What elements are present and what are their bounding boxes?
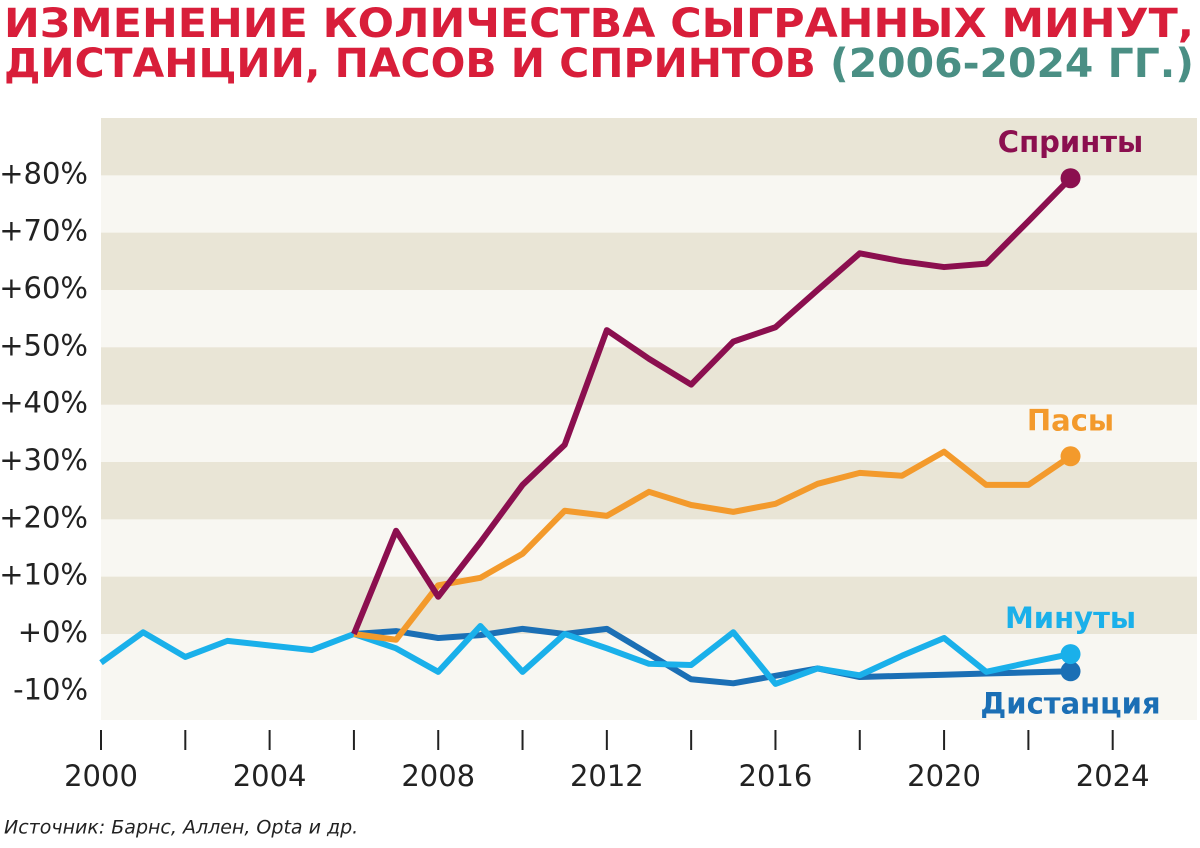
stripe: [101, 232, 1197, 290]
y-tick-label: +20%: [0, 500, 88, 534]
x-tick-label: 2012: [570, 759, 644, 793]
x-tick-label: 2000: [64, 759, 138, 793]
y-tick-label: +60%: [0, 271, 88, 305]
x-tick-label: 2020: [907, 759, 981, 793]
source-note: Источник: Барнс, Аллен, Opta и др.: [4, 817, 358, 839]
y-tick-label: +70%: [0, 214, 88, 248]
series-label: Пасы: [1027, 403, 1114, 437]
line-series: [99, 622, 1072, 687]
y-tick-label: +40%: [0, 386, 88, 420]
x-tick-label: 2024: [1076, 759, 1150, 793]
x-tick-label: 2016: [739, 759, 813, 793]
chart-title: ДИСТАНЦИИ, ПАСОВ И СПРИНТОВ: [4, 41, 816, 87]
series-label: Минуты: [1005, 601, 1136, 635]
stripe: [101, 118, 1197, 176]
chart-title: ИЗМЕНЕНИЕ КОЛИЧЕСТВА СЫГРАННЫХ МИНУТ,: [4, 1, 1194, 47]
stripe: [101, 576, 1197, 634]
line-series: [353, 448, 1073, 643]
y-tick-label: +0%: [18, 615, 88, 649]
x-tick-label: 2004: [233, 759, 307, 793]
y-tick-label: +10%: [0, 558, 88, 592]
y-tick-label: +30%: [0, 443, 88, 477]
end-point: [1060, 644, 1081, 665]
y-tick-label: +80%: [0, 156, 88, 190]
plot-area: [99, 118, 1197, 720]
chart-title-line: ДИСТАНЦИИ, ПАСОВ И СПРИНТОВ (2006-2024 Г…: [4, 41, 1194, 87]
series-label: Спринты: [998, 125, 1143, 159]
chart-subtitle: (2006-2024 ГГ.): [830, 41, 1194, 87]
series-label: Дистанция: [980, 686, 1160, 720]
end-point: [1060, 661, 1081, 682]
y-tick-label: -10%: [13, 672, 88, 706]
line-series: [351, 176, 1073, 636]
y-tick-label: +50%: [0, 328, 88, 362]
end-point: [1060, 446, 1081, 467]
x-tick-label: 2008: [401, 759, 475, 793]
end-point: [1060, 168, 1081, 189]
